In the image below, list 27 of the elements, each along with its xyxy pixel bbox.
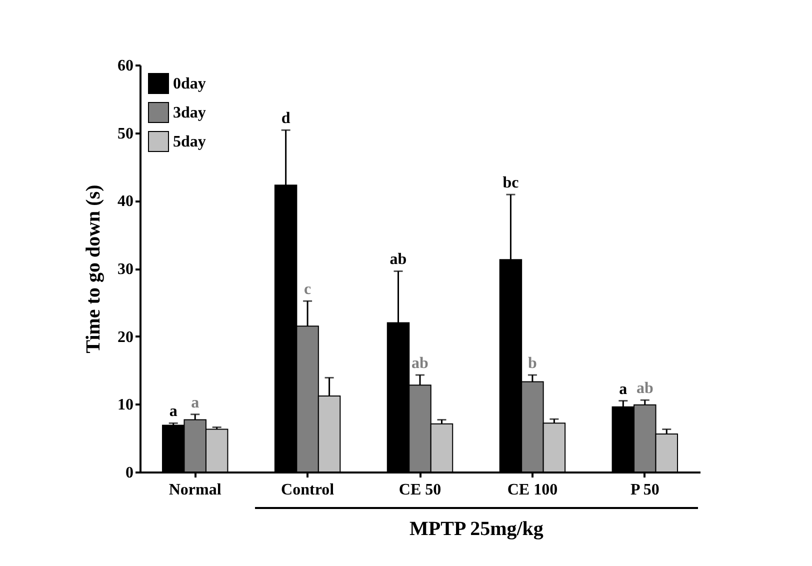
x-tick-label: P 50 [630, 482, 660, 498]
x-tick-label: Normal [168, 482, 222, 498]
y-tick-label: 50 [118, 125, 134, 142]
y-tick-label: 30 [118, 261, 134, 278]
y-tick-label: 10 [118, 396, 134, 414]
y-tick-label: 40 [118, 193, 134, 210]
y-tick-label: 60 [118, 58, 134, 74]
annotation: d [281, 110, 290, 128]
annotation: a [169, 403, 178, 420]
annotation: ab [636, 380, 654, 398]
annotation: a [191, 394, 200, 412]
y-axis-title: Time to go down (s) [82, 184, 104, 354]
annotation: ab [390, 251, 407, 268]
annotation: b [528, 355, 537, 372]
x-tick-label: CE 100 [507, 482, 558, 498]
legend-label: 3day [173, 104, 206, 122]
annotation: ab [412, 355, 429, 372]
legend-label: 0day [173, 76, 206, 92]
legend-label: 5day [173, 134, 206, 150]
x-tick-label: CE 50 [398, 482, 442, 498]
annotation: a [619, 380, 628, 398]
annotation: bc [502, 174, 519, 192]
annotation: c [304, 281, 312, 298]
x-tick-label: Control [281, 482, 335, 498]
y-tick-label: 0 [126, 464, 134, 482]
text: MPTP 25mg/kg [408, 518, 544, 541]
y-tick-label: 20 [118, 328, 134, 346]
